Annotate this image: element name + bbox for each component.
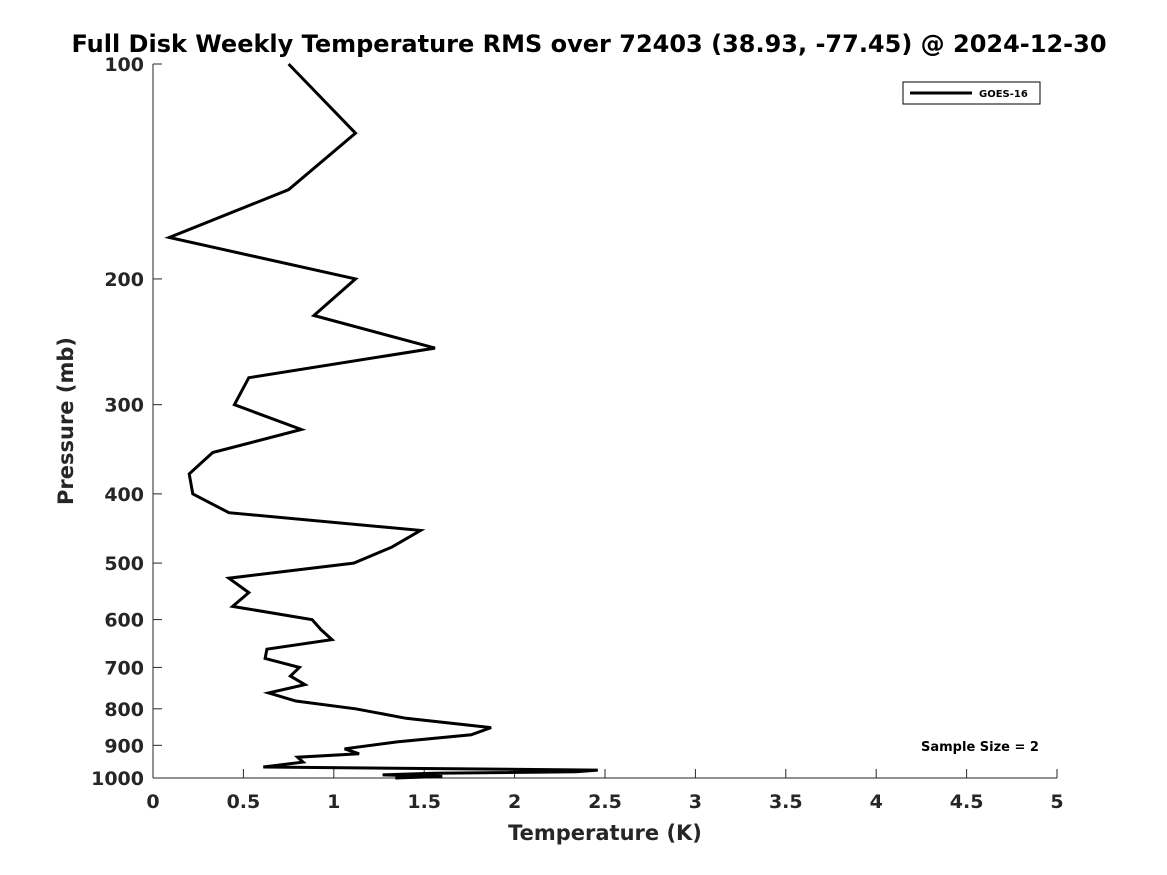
x-tick-label: 0	[146, 791, 159, 813]
series-layer	[164, 62, 598, 780]
y-axis-ticks: 100 200 300 400 500 600 700 800 900 1000	[91, 54, 162, 790]
sample-size-annotation: Sample Size = 2	[921, 740, 1039, 755]
x-tick-label: 0.5	[227, 791, 261, 813]
legend-label: GOES-16	[979, 89, 1028, 100]
x-tick-label: 4	[870, 791, 883, 813]
y-tick-label: 200	[104, 269, 144, 291]
x-tick-label: 1	[327, 791, 340, 813]
x-axis-ticks: 0 0.5 1 1.5 2 2.5 3 3.5 4 4.5 5	[146, 769, 1064, 813]
x-tick-label: 1.5	[407, 791, 441, 813]
x-axis-label: Temperature (K)	[508, 821, 702, 845]
y-axis-label: Pressure (mb)	[54, 337, 78, 505]
x-tick-label: 2	[508, 791, 521, 813]
x-tick-label: 4.5	[950, 791, 984, 813]
y-tick-label: 300	[104, 395, 144, 417]
y-tick-label: 800	[104, 699, 144, 721]
y-tick-label: 600	[104, 610, 144, 632]
y-tick-label: 500	[104, 553, 144, 575]
x-tick-label: 3.5	[769, 791, 803, 813]
x-tick-label: 5	[1050, 791, 1063, 813]
y-tick-label: 400	[104, 484, 144, 506]
y-tick-label: 900	[104, 735, 144, 757]
series-line-goes-16	[164, 62, 598, 780]
y-tick-label: 1000	[91, 768, 144, 790]
x-tick-label: 2.5	[588, 791, 622, 813]
chart-title: Full Disk Weekly Temperature RMS over 72…	[71, 30, 1106, 58]
x-tick-label: 3	[689, 791, 702, 813]
plot-area	[153, 64, 1057, 778]
y-tick-label: 700	[104, 657, 144, 679]
y-tick-label: 100	[104, 54, 144, 76]
legend: GOES-16	[902, 81, 1041, 105]
